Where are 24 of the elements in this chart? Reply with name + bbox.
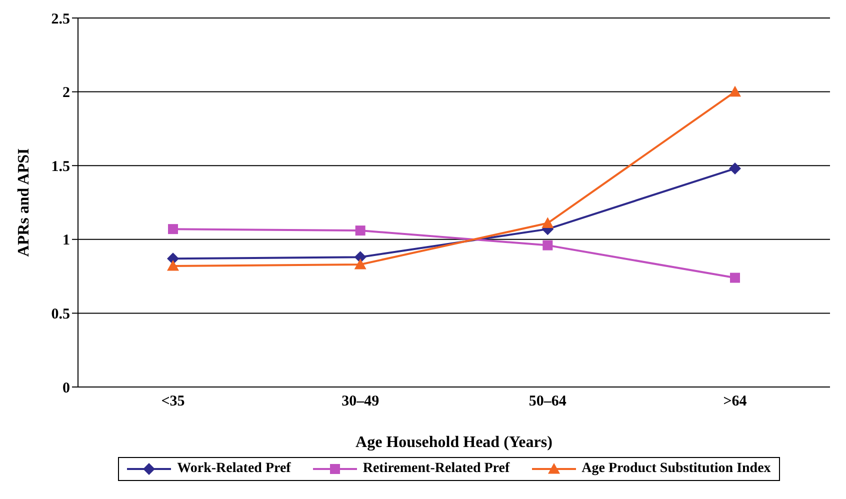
x-axis-title: Age Household Head (Years) [356,434,552,451]
y-tick-label: 1 [62,232,70,249]
legend-label: Retirement-Related Pref [362,461,510,477]
legend-label: Work-Related Pref [176,461,291,477]
x-tick-label: >64 [723,394,748,410]
y-tick-label: 0.5 [51,306,70,323]
y-axis-title: APRs and APSI [16,148,33,257]
x-tick-label: 30–49 [342,394,380,410]
y-tick-label: 0 [62,380,70,396]
point [354,258,366,270]
point [355,226,366,236]
y-tick-label: 2.5 [51,11,70,28]
legend-label: Age Product Substitution Index [580,461,771,477]
point [167,260,179,271]
y-tick-label: 1.5 [51,158,70,175]
point [730,272,740,283]
point [542,240,553,250]
point [542,217,554,228]
point [729,86,741,97]
y-tick-label: 2 [62,85,70,102]
x-tick-label: <35 [161,394,185,410]
x-tick-label: 50–64 [528,394,567,410]
point [168,224,178,234]
point [729,162,741,175]
